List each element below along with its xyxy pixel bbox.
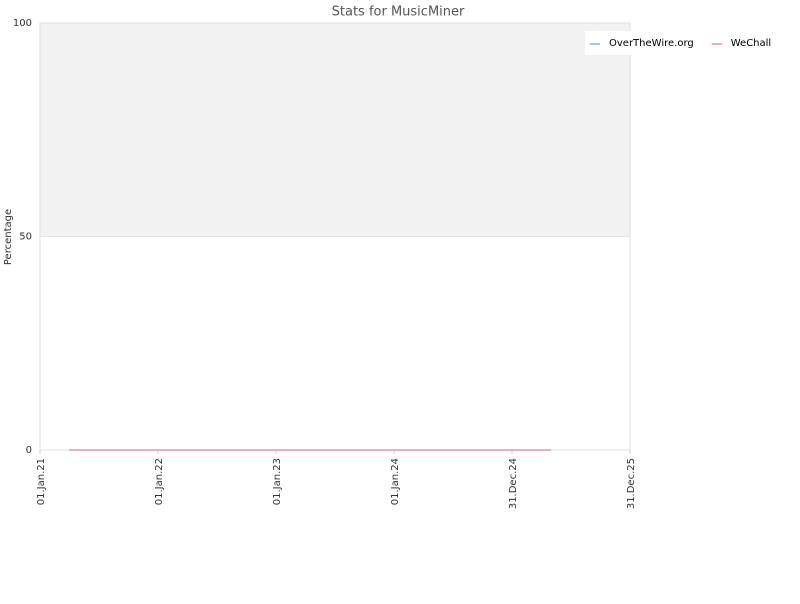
- legend: OverTheWire.org WeChall: [585, 31, 785, 55]
- chart-title: Stats for MusicMiner: [332, 5, 465, 20]
- x-tick-label: 31.Dec.24: [508, 458, 519, 509]
- legend-label: WeChall: [731, 38, 771, 49]
- x-tick-label: 31.Dec.25: [626, 458, 637, 509]
- y-tick-label: 0: [26, 445, 32, 456]
- x-tick-label: 01.Jan.22: [154, 458, 165, 505]
- x-tick-label: 01.Jan.21: [36, 458, 47, 505]
- legend-box: [585, 31, 785, 55]
- y-tick-label: 50: [19, 232, 32, 243]
- legend-label: OverTheWire.org: [609, 38, 694, 49]
- x-tick-label: 01.Jan.23: [272, 458, 283, 505]
- y-tick-label: 100: [13, 18, 32, 29]
- x-tick-label: 01.Jan.24: [390, 458, 401, 505]
- plot-band: [40, 23, 630, 237]
- y-axis-label: Percentage: [3, 209, 14, 265]
